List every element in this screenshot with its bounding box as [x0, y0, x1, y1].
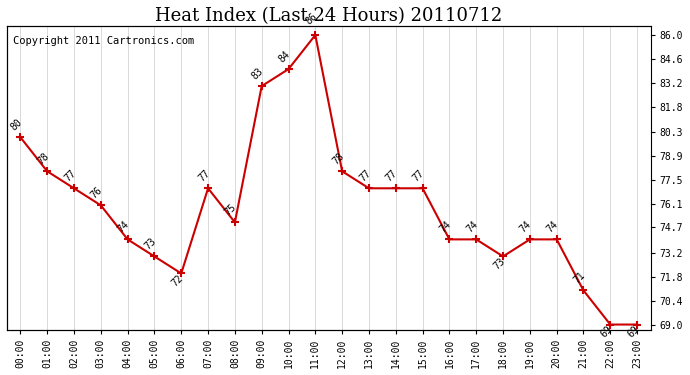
Point	[604, 321, 615, 327]
Point	[551, 236, 562, 242]
Point	[203, 185, 214, 191]
Text: 74: 74	[464, 219, 480, 234]
Text: 77: 77	[357, 168, 373, 183]
Point	[122, 236, 133, 242]
Text: 69: 69	[625, 324, 641, 340]
Text: 77: 77	[62, 168, 78, 183]
Text: 78: 78	[35, 151, 51, 166]
Point	[417, 185, 428, 191]
Point	[283, 66, 294, 72]
Point	[149, 254, 160, 260]
Text: 77: 77	[411, 168, 426, 183]
Text: 83: 83	[250, 66, 266, 81]
Text: 80: 80	[9, 117, 24, 132]
Point	[310, 32, 321, 38]
Text: 69: 69	[599, 324, 614, 340]
Text: 75: 75	[223, 202, 239, 217]
Text: 73: 73	[491, 256, 506, 272]
Text: 76: 76	[89, 185, 104, 200]
Text: 74: 74	[437, 219, 453, 234]
Point	[337, 168, 348, 174]
Point	[68, 185, 79, 191]
Point	[364, 185, 375, 191]
Text: 86: 86	[304, 11, 319, 27]
Point	[14, 134, 26, 140]
Point	[229, 219, 240, 225]
Text: 74: 74	[545, 219, 560, 234]
Point	[256, 83, 267, 89]
Text: 77: 77	[384, 168, 400, 183]
Point	[41, 168, 52, 174]
Title: Heat Index (Last 24 Hours) 20110712: Heat Index (Last 24 Hours) 20110712	[155, 7, 502, 25]
Text: 78: 78	[331, 151, 346, 166]
Text: 84: 84	[277, 49, 292, 64]
Text: 73: 73	[143, 236, 158, 251]
Text: 74: 74	[518, 219, 533, 234]
Text: 72: 72	[170, 273, 185, 289]
Text: 74: 74	[116, 219, 131, 234]
Point	[524, 236, 535, 242]
Point	[444, 236, 455, 242]
Text: 77: 77	[197, 168, 212, 183]
Point	[176, 270, 187, 276]
Point	[95, 202, 106, 208]
Text: 71: 71	[572, 270, 587, 285]
Point	[391, 185, 402, 191]
Point	[471, 236, 482, 242]
Point	[578, 288, 589, 294]
Text: Copyright 2011 Cartronics.com: Copyright 2011 Cartronics.com	[13, 36, 195, 46]
Point	[497, 254, 509, 260]
Point	[631, 321, 642, 327]
